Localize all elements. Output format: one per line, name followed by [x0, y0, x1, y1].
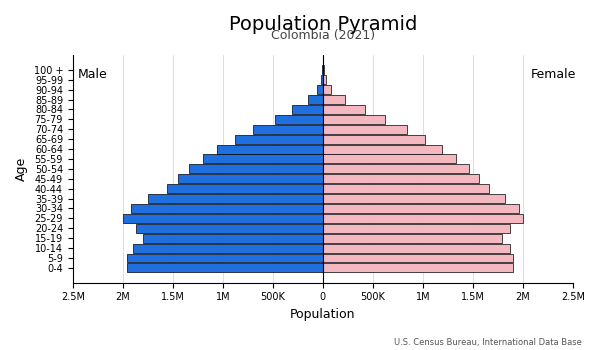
Bar	[131, 204, 323, 213]
Title: Population Pyramid: Population Pyramid	[229, 15, 417, 34]
Bar	[323, 224, 510, 233]
Bar	[203, 154, 323, 163]
Bar	[148, 194, 323, 203]
Y-axis label: Age: Age	[15, 157, 28, 181]
Bar	[323, 234, 502, 243]
Bar	[323, 204, 519, 213]
Text: Female: Female	[530, 68, 575, 81]
Bar	[275, 115, 323, 124]
Bar	[323, 95, 345, 104]
Bar	[292, 105, 323, 114]
Bar	[323, 115, 385, 124]
Bar	[235, 135, 323, 144]
Bar	[323, 135, 425, 144]
Text: Colombia (2021): Colombia (2021)	[271, 29, 375, 42]
Text: U.S. Census Bureau, International Data Base: U.S. Census Bureau, International Data B…	[394, 337, 582, 346]
Bar	[143, 234, 323, 243]
Bar	[323, 194, 505, 203]
Bar	[136, 224, 323, 233]
Bar	[127, 253, 323, 262]
Bar	[133, 244, 323, 253]
Bar	[323, 264, 513, 272]
Bar	[189, 164, 323, 173]
Text: Male: Male	[78, 68, 107, 81]
Bar	[323, 125, 407, 134]
Bar	[323, 244, 510, 253]
Bar	[253, 125, 323, 134]
Bar	[317, 85, 323, 94]
Bar	[323, 145, 442, 154]
Bar	[178, 174, 323, 183]
Bar	[323, 164, 469, 173]
Bar	[167, 184, 323, 193]
Bar	[308, 95, 323, 104]
Bar	[323, 253, 513, 262]
Bar	[323, 174, 479, 183]
Bar	[217, 145, 323, 154]
Bar	[123, 214, 323, 223]
Bar	[323, 184, 489, 193]
Bar	[323, 75, 326, 84]
X-axis label: Population: Population	[290, 308, 356, 321]
Bar	[323, 105, 365, 114]
Bar	[323, 214, 523, 223]
Bar	[127, 264, 323, 272]
Bar	[323, 154, 456, 163]
Bar	[321, 75, 323, 84]
Bar	[323, 85, 331, 94]
